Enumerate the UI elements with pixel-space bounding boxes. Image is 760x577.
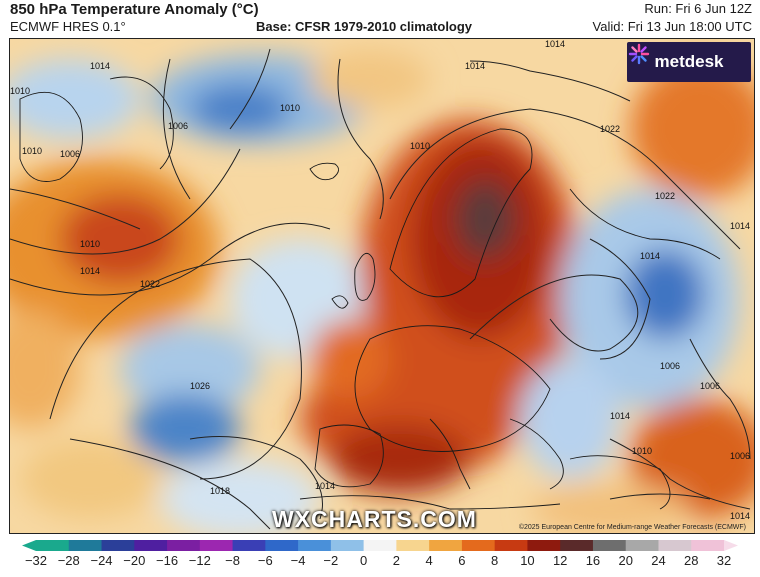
colorbar-tick-label: −28 [57,553,80,568]
colorbar-segment [691,540,725,551]
isobar-label: 1026 [190,381,210,391]
map-title: 850 hPa Temperature Anomaly (°C) [10,1,259,18]
isobar-label: 1014 [315,481,335,491]
colorbar-tick-label: 0 [359,553,368,568]
colorbar-segment [232,540,266,551]
colorbar-segment [461,540,496,551]
metdesk-logo[interactable]: metdesk [627,42,751,82]
colorbar-tick-label: −16 [156,553,179,568]
colorbar-segments [36,540,725,551]
colorbar-tick-label: 4 [425,553,433,568]
isobar-label: 1014 [90,61,110,71]
colorbar-segment [658,540,692,551]
colorbar-segment [560,540,594,551]
isobar-label: 1014 [80,266,100,276]
colorbar-segment [167,540,201,551]
colorbar-tick-label: −32 [24,553,48,568]
isobar-label: 1010 [410,141,430,151]
colorbar-tick-label: 28 [684,553,699,568]
colorbar-segment [298,540,332,551]
anomaly-map[interactable]: 1014 1014 1010 1010 1006 1006 1010 1014 … [9,38,755,534]
colorbar-segment [68,540,103,551]
colorbar-tick-label: 24 [651,553,666,568]
colorbar-tick-label: 2 [392,553,400,568]
isobar-label: 1022 [140,279,160,289]
isobar-label: 1010 [80,239,100,249]
colorbar-right-arrow [724,540,738,551]
isobar-label: 1022 [600,124,620,134]
colorbar-tick-label: −12 [188,553,211,568]
coastlines [19,76,721,510]
isobar-label: 1018 [210,486,230,496]
isobar-label: 1006 [730,451,750,461]
copyright-text: ©2025 European Centre for Medium-range W… [518,524,746,531]
metdesk-logo-text: metdesk [654,52,724,71]
isobar-label: 1010 [632,446,652,456]
colorbar-segment [592,540,627,551]
colorbar-segment [134,540,168,551]
colorbar-tick-label: −6 [257,553,273,568]
colorbar-tick-label: 20 [618,553,633,568]
colorbar-tick-label: 32 [716,553,732,568]
colorbar-segment [396,540,430,551]
colorbar-segment [363,540,397,551]
colorbar-segment [625,540,659,551]
isobar-label: 1014 [545,39,565,49]
colorbar-ticks: −32 −28 −24 −20 −16 −12 −8 −6 −4 −2 0 2 4 6 8 10 12 16 20 2… [0,553,760,571]
colorbar-tick-label: −20 [123,553,146,568]
colorbar-segment [494,540,528,551]
colorbar-tick-label: −24 [90,553,113,568]
colorbar-tick-label: 10 [520,553,535,568]
colorbar-segment [101,540,135,551]
colorbar-segment [199,540,234,551]
isobar-label: 1014 [610,411,630,421]
isobar-label: 1006 [660,361,680,371]
isobar-labels: 1014 1014 1010 1010 1006 1006 1010 1014 … [10,39,750,521]
isobar-label: 1010 [10,86,30,96]
anomaly-field [10,49,754,533]
colorbar-tick-label: 12 [552,553,568,568]
colorbar-tick-label: −8 [225,553,240,568]
colorbar-segment [265,540,299,551]
colorbar-tick-label: −4 [290,553,306,568]
colorbar-segment [330,540,365,551]
colorbar [22,540,738,551]
base-label: Base: CFSR 1979-2010 climatology [256,19,473,34]
metdesk-star-icon [628,43,650,65]
isobar-label: 1014 [640,251,660,261]
isobars [10,48,751,530]
isobar-label: 1006 [60,149,80,159]
run-label: Run: Fri 6 Jun 12Z [644,1,752,16]
isobar-label: 1014 [730,221,750,231]
isobar-label: 1014 [730,511,750,521]
isobar-label: 1006 [168,121,188,131]
colorbar-left-arrow [22,540,36,551]
isobar-label: 1022 [655,191,675,201]
model-label: ECMWF HRES 0.1° [10,19,126,34]
wxcharts-watermark: WXCHARTS.COM [272,506,477,532]
colorbar-segment [527,540,561,551]
colorbar-tick-label: −2 [323,553,339,568]
isobar-label: 1010 [22,146,42,156]
map-canvas: 1014 1014 1010 1010 1006 1006 1010 1014 … [10,39,754,533]
colorbar-segment [36,540,70,551]
isobar-label: 1014 [465,61,485,71]
isobar-label: 1006 [700,381,720,391]
isobar-label: 1010 [280,103,300,113]
colorbar-tick-label: 8 [491,553,499,568]
valid-time-label: Valid: Fri 13 Jun 18:00 UTC [592,19,752,34]
colorbar-tick-label: 6 [458,553,466,568]
header: 850 hPa Temperature Anomaly (°C) ECMWF H… [0,0,760,38]
colorbar-segment [429,540,463,551]
colorbar-tick-label: 16 [585,553,601,568]
